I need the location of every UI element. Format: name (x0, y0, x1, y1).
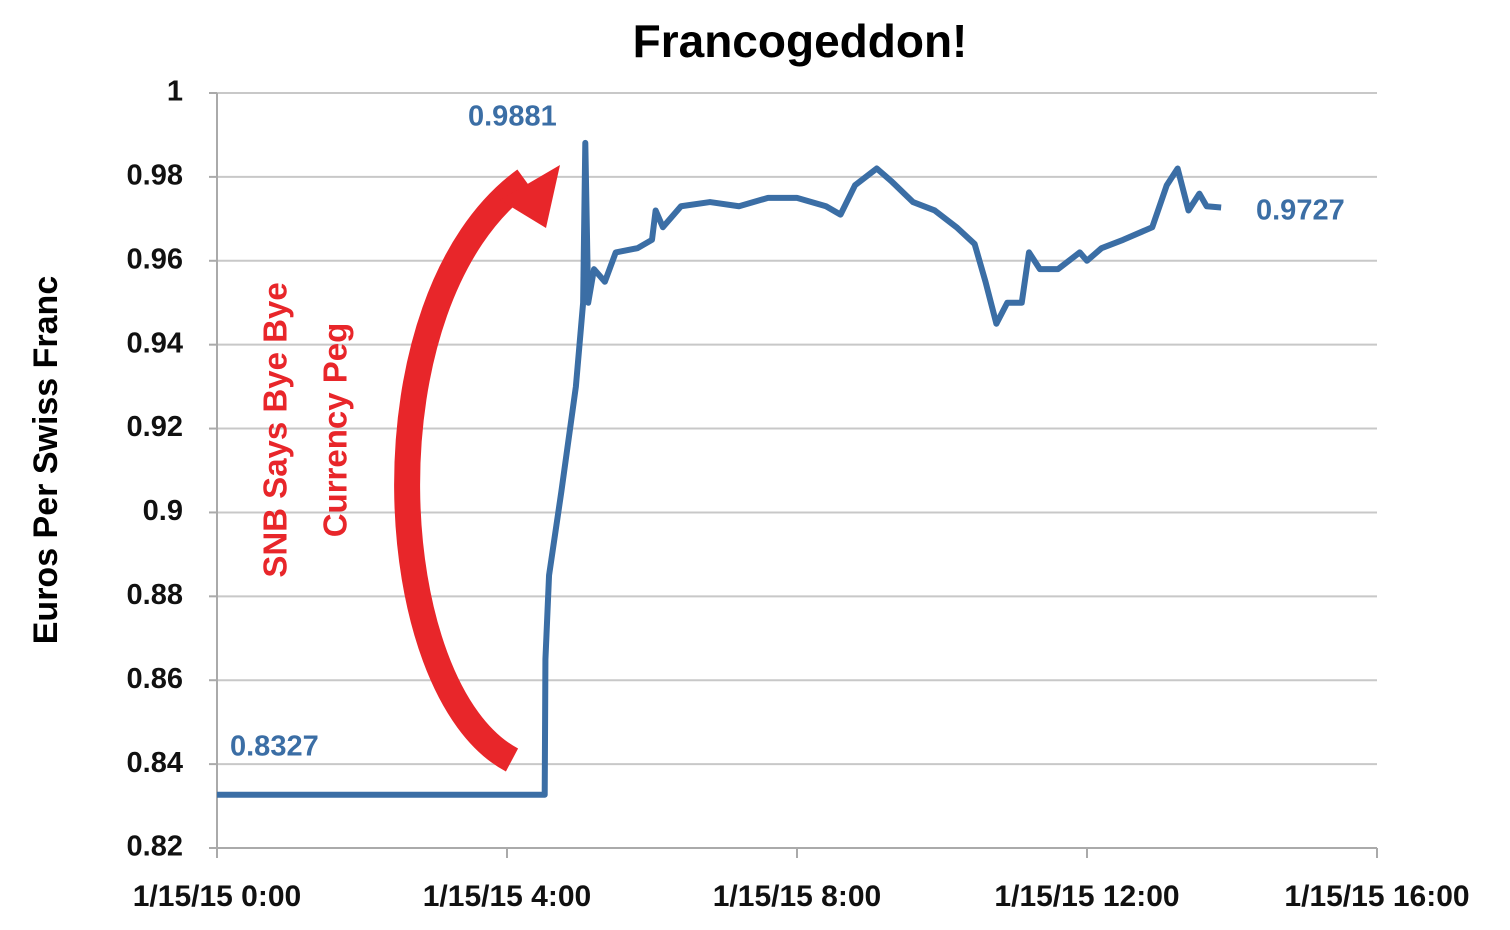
y-tick-label: 0.82 (127, 831, 183, 863)
y-tick-label: 0.86 (127, 663, 183, 695)
data-line (217, 139, 1222, 798)
y-axis-label: Euros Per Swiss Franc (27, 276, 65, 645)
annotation: 0.8327 (230, 731, 319, 763)
y-tick-label: 0.94 (127, 327, 183, 359)
annotation: SNB Says Bye Bye (257, 282, 294, 577)
chart-title: Francogeddon! (633, 15, 968, 67)
y-tick-label: 0.98 (127, 160, 183, 192)
annotation: 0.9727 (1256, 195, 1345, 227)
x-tick-label: 1/15/15 4:00 (423, 880, 591, 913)
y-tick-label: 0.96 (127, 243, 183, 275)
x-tick-label: 1/15/15 0:00 (133, 880, 301, 913)
x-tick-label: 1/15/15 16:00 (1284, 880, 1469, 913)
y-tick-label: 1 (167, 76, 183, 108)
y-tick-label: 0.88 (127, 579, 183, 611)
annotation: Currency Peg (317, 323, 354, 538)
annotation: 0.9881 (468, 101, 557, 133)
x-tick-label: 1/15/15 12:00 (994, 880, 1179, 913)
y-tick-label: 0.9 (143, 495, 183, 527)
y-tick-label: 0.84 (127, 747, 183, 779)
arrow (394, 169, 533, 772)
arrow-head (500, 165, 560, 228)
y-tick-label: 0.92 (127, 411, 183, 443)
x-tick-label: 1/15/15 8:00 (713, 880, 881, 913)
